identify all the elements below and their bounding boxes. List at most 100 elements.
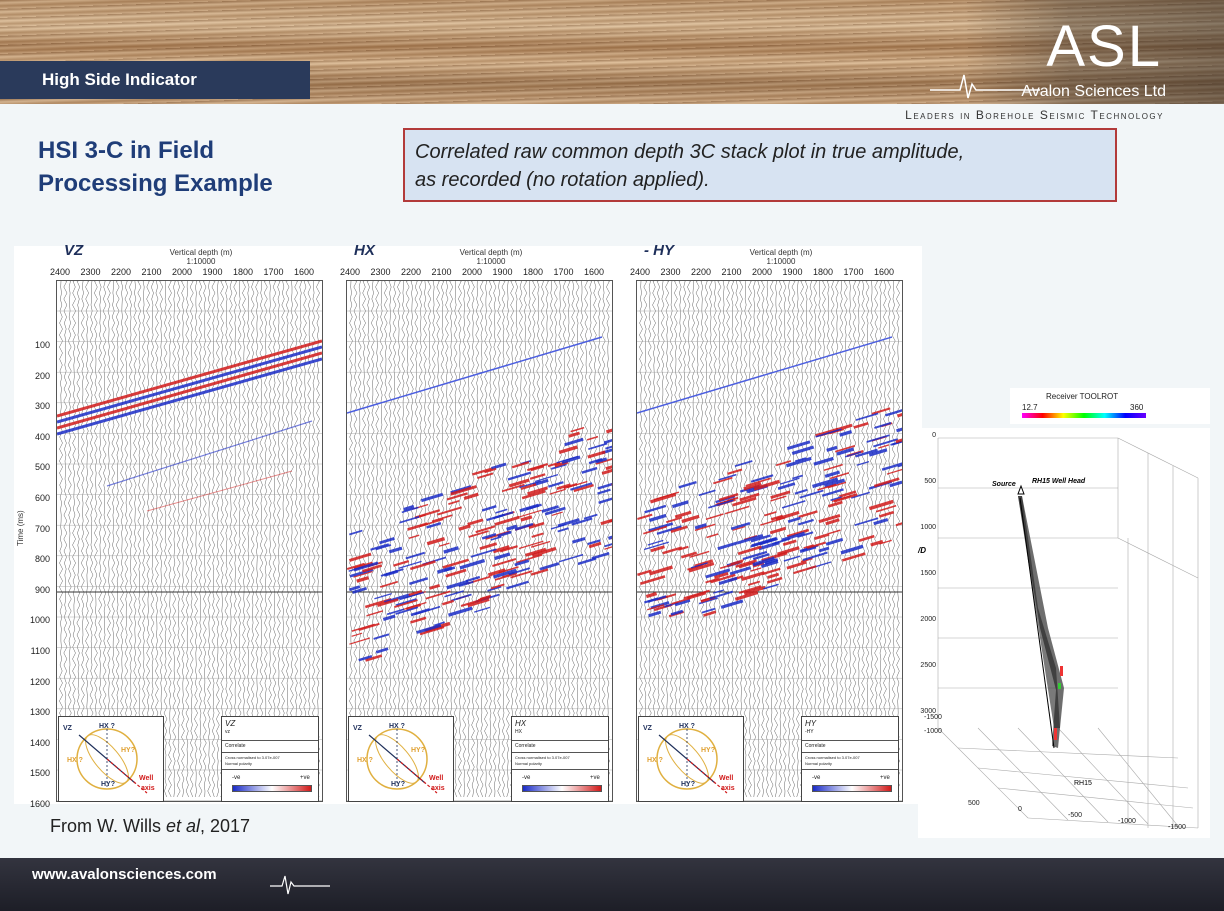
legend-text: Normal polarity (225, 761, 252, 766)
seismic-panel-1: VZ Vertical depth (m) 1:10000 2400 2300 2200 2… (14, 242, 331, 804)
well-name-label: RH15 (1074, 780, 1092, 787)
heading-line-2: Processing Example (38, 170, 273, 197)
wiggle-plot (636, 280, 903, 802)
callout-text: Correlated raw common depth 3C stack plo… (415, 138, 964, 194)
legend-text: Correlate (225, 743, 246, 749)
panel-label: VZ (64, 242, 84, 259)
depth-tick-label: 1600 (584, 267, 605, 277)
heading-line-1: HSI 3-C in Field (38, 137, 215, 164)
legend-text: Correlate (805, 743, 826, 749)
citation-prefix: From W. Wills (50, 816, 166, 836)
depth-tick-label: 1900 (202, 267, 223, 277)
x-tick-label: -1500 (1168, 824, 1186, 831)
legend-text: Normal polarity (515, 761, 542, 766)
depth-tick-label: 1600 (294, 267, 315, 277)
footer-url[interactable]: www.avalonsciences.com (32, 866, 217, 883)
citation-et-al: et al (165, 816, 201, 836)
depth-tick-label: 1700 (263, 267, 284, 277)
orientation-compass: VZ HX ? HY? HX ? HY? Well axis (638, 716, 744, 802)
scale-text: 1:10000 (766, 257, 796, 266)
depth-tick-label: 2200 (691, 267, 712, 277)
well-3d-view: Source RH15 Well Head RH15 /D 0 500 1000 15… (918, 428, 1210, 838)
company-logo: ASL (1046, 14, 1162, 79)
compass-label: HY? (391, 781, 405, 788)
legend-pos: +ve (300, 775, 310, 781)
y-tick-label: -1500 (924, 714, 942, 721)
compass-label: HY? (681, 781, 695, 788)
time-tick-label: 100 (34, 340, 50, 350)
depth-tick-label: 2400 (50, 267, 71, 277)
compass-label: HY? (121, 747, 135, 754)
z-tick-label: 500 (924, 478, 936, 485)
compass-label: VZ (353, 725, 362, 732)
compass-label: axis (431, 785, 445, 792)
legend-colorbar (232, 785, 312, 792)
depth-tick-label: 2400 (630, 267, 651, 277)
scale-text: 1:10000 (186, 257, 216, 266)
depth-tick-label: 2300 (660, 267, 681, 277)
time-tick-label: 1000 (29, 615, 50, 626)
x-tick-label: 0 (1018, 806, 1022, 813)
compass-label: HX ? (647, 757, 663, 764)
legend-text: -HY (805, 729, 814, 735)
legend-text: HX (515, 729, 522, 735)
z-tick-label: 2500 (920, 662, 936, 669)
colorbar-title: Receiver TOOLROT (1046, 392, 1119, 401)
depth-tick-label: 2000 (752, 267, 773, 277)
citation-year: , 2017 (200, 816, 251, 836)
time-tick-label: 300 (34, 401, 50, 412)
depth-tick-label: 2100 (141, 267, 162, 277)
compass-label: axis (721, 785, 735, 792)
seismic-figure: Time (ms) 100 200 300 400 500 600 700 800 900 100… (14, 242, 922, 809)
compass-label: Well (429, 775, 444, 782)
time-tick-label: 200 (34, 370, 50, 381)
legend-divider (512, 752, 608, 753)
compass-label: HY? (411, 747, 425, 754)
panel-label: HX (354, 242, 375, 259)
legend-neg: -ve (812, 775, 821, 781)
z-tick-label: 3000 (920, 708, 936, 715)
depth-tick-label: 1800 (523, 267, 544, 277)
compass-graphic (656, 728, 728, 794)
compass-label: VZ (643, 725, 652, 732)
legend-text: Normal polarity (805, 761, 832, 766)
compass-label: axis (141, 785, 155, 792)
legend-pos: +ve (590, 775, 600, 781)
legend-divider (222, 769, 318, 770)
legend-pos: +ve (880, 775, 890, 781)
waveform-icon (930, 74, 1040, 99)
compass-label: HX ? (67, 757, 83, 764)
compass-label: HY? (101, 781, 115, 788)
time-tick-label: 500 (34, 462, 50, 473)
receiver-colorbar: Receiver TOOLROT 12.7 360 (1010, 388, 1210, 424)
legend-neg: -ve (232, 775, 241, 781)
compass-label: HX ? (389, 723, 405, 730)
legend-text: HY (805, 719, 817, 728)
callout-line-2: as recorded (no rotation applied). (415, 169, 710, 191)
x-tick-label: 500 (968, 800, 980, 807)
panel-label: - HY (644, 242, 674, 259)
x-tick-label: -500 (1068, 812, 1083, 819)
time-tick-label: 1100 (30, 646, 50, 656)
well-3d-graphic (937, 437, 1199, 829)
wiggle-traces (57, 281, 322, 801)
time-tick-label: 1200 (29, 676, 50, 687)
colorbar-min: 12.7 (1022, 403, 1038, 412)
depth-label-text: Vertical depth (m) (459, 248, 523, 257)
orientation-compass: VZ HX ? HY? HX ? HY? Well axis (348, 716, 454, 802)
callout-line-1: Correlated raw common depth 3C stack plo… (415, 141, 965, 163)
orientation-compass: VZ HX ? HY? HX ? HY? Well axis (58, 716, 164, 802)
wiggle-plot (56, 280, 323, 802)
logo-panel (964, 0, 1224, 104)
time-tick-label: 400 (34, 431, 50, 442)
compass-graphic (366, 728, 438, 794)
seismic-panel-3: - HY Vertical depth (m) 1:10000 2400 2300 220… (630, 242, 911, 804)
compass-graphic (76, 728, 148, 794)
depth-tick-label: 2300 (370, 267, 391, 277)
depth-tick-label: 2200 (401, 267, 422, 277)
seismic-panel-2: HX Vertical depth (m) 1:10000 2400 2300 2200 2… (340, 242, 621, 804)
legend-text: Cross normalised to 3.07e-007 (225, 755, 280, 760)
legend-colorbar (522, 785, 602, 792)
company-name: Avalon Sciences Ltd (1021, 83, 1166, 100)
footer-bar: www.avalonsciences.com (0, 858, 1224, 911)
